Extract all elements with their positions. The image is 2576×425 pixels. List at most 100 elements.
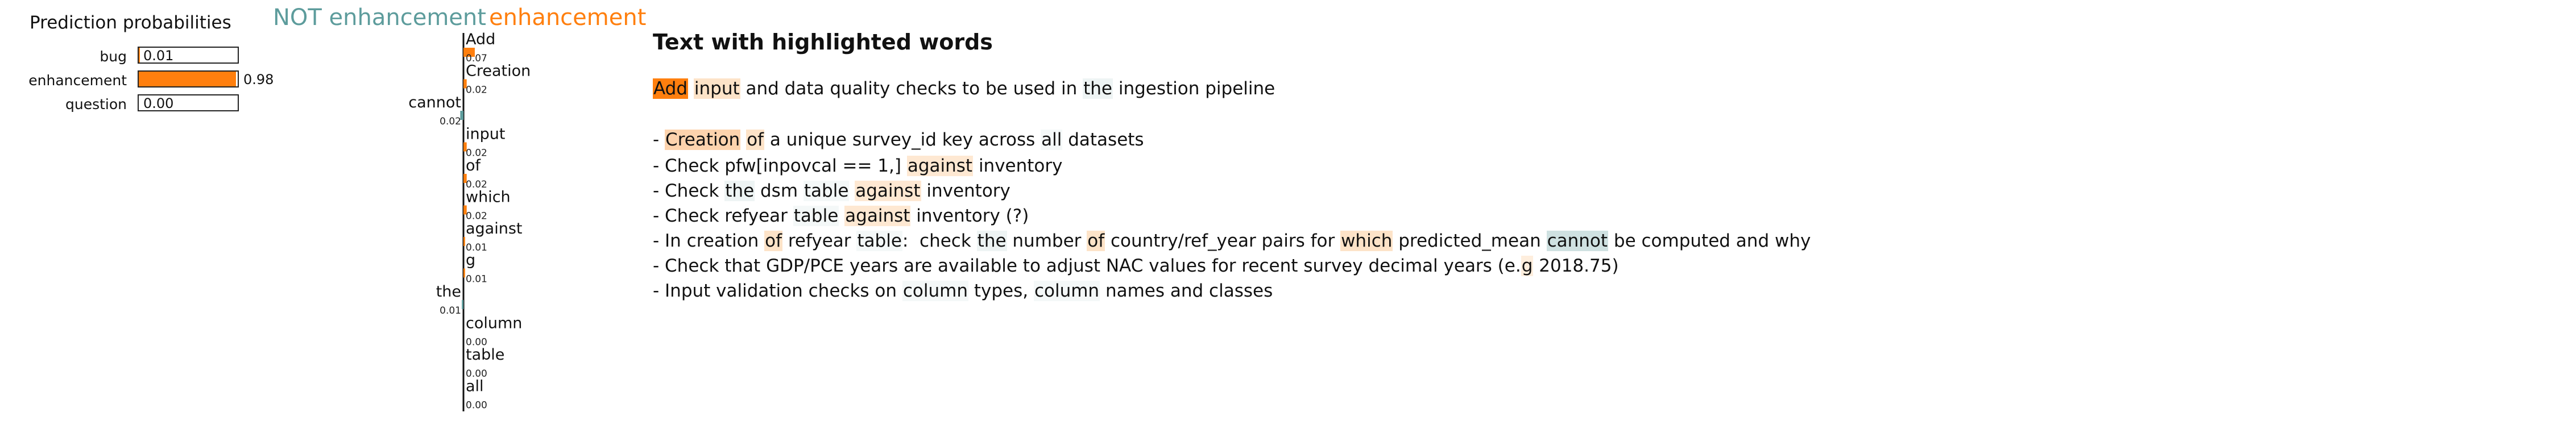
text-segment: number <box>1007 231 1087 251</box>
highlighted-word: the <box>976 231 1007 251</box>
feature-weight-bar <box>463 48 475 57</box>
feature-weight-bar <box>463 268 465 278</box>
prob-row-question: question 0.00 <box>0 94 273 114</box>
prob-value: 0.01 <box>143 48 174 64</box>
highlighted-word: table <box>803 181 850 201</box>
feature-label: Creation <box>466 63 531 80</box>
prob-label: bug <box>100 48 127 65</box>
feature-value-label: 0.02 <box>466 179 487 190</box>
text-line: - In creation of refyear table: check th… <box>653 231 1811 251</box>
highlighted-word: against <box>855 181 921 201</box>
feature-label: g <box>466 252 475 269</box>
feature-label: Add <box>466 31 495 48</box>
prob-bar <box>139 72 236 86</box>
text-line: - Creation of a unique survey_id key acr… <box>653 130 1144 150</box>
text-line: Add input and data quality checks to be … <box>653 78 1275 99</box>
feature-weight-bar <box>463 79 467 89</box>
text-segment: dsm <box>755 181 804 201</box>
feature-label: input <box>466 126 505 143</box>
text-segment: and data quality checks to be used in <box>740 78 1083 99</box>
text-segment: be computed and why <box>1608 231 1811 251</box>
legend-positive-class: enhancement <box>489 5 647 31</box>
highlighted-word: cannot <box>1546 231 1609 251</box>
feature-value-label: 0.01 <box>466 242 487 253</box>
prob-bar-frame <box>138 47 239 64</box>
text-segment: country/ref_year pairs for <box>1105 231 1341 251</box>
highlighted-word: column <box>1033 281 1100 301</box>
feature-weight-bar <box>463 174 467 183</box>
feature-value-label: 0.02 <box>440 116 461 127</box>
text-segment: 2018.75) <box>1533 256 1619 276</box>
feature-weight-bar <box>460 111 463 120</box>
feature-label: cannot <box>408 94 461 111</box>
text-line: - Check that GDP/PCE years are available… <box>653 256 1619 276</box>
text-segment: datasets <box>1062 130 1144 150</box>
prob-bar-frame <box>138 94 239 111</box>
text-segment: names and classes <box>1100 281 1273 301</box>
text-segment: - Check <box>653 181 725 201</box>
highlighted-word: Creation <box>665 130 741 150</box>
feature-label: the <box>436 283 461 301</box>
text-segment: - Input validation checks on <box>653 281 902 301</box>
highlighted-word: against <box>844 206 911 226</box>
highlighted-word: table <box>856 231 902 251</box>
text-segment <box>688 78 694 99</box>
text-segment: a unique survey_id key across <box>764 130 1041 150</box>
text-line: - Check refyear table against inventory … <box>653 206 1029 226</box>
highlighted-word: the <box>724 181 755 201</box>
highlighted-word: g <box>1521 256 1534 276</box>
prediction-probabilities-panel: Prediction probabilities bug 0.01 enhanc… <box>0 0 274 425</box>
feature-label: table <box>466 346 504 364</box>
prob-label: enhancement <box>28 72 127 89</box>
highlighted-word: the <box>1083 78 1113 99</box>
highlighted-word: Add <box>653 78 689 99</box>
prob-value: 0.00 <box>143 95 174 111</box>
prob-bar-frame <box>138 70 239 88</box>
text-segment: inventory (?) <box>910 206 1029 226</box>
feature-value-label: 0.01 <box>440 305 461 316</box>
highlighted-word: of <box>764 231 782 251</box>
highlighted-word: which <box>1340 231 1393 251</box>
text-line: - Check the dsm table against inventory <box>653 181 1010 201</box>
highlighted-word: of <box>746 130 764 150</box>
feature-value-label: 0.07 <box>466 53 487 64</box>
text-segment: ingestion pipeline <box>1113 78 1275 99</box>
feature-label: which <box>466 189 511 206</box>
text-segment: - Check refyear <box>653 206 793 226</box>
text-line: - Check pfw[inpovcal == 1,] against inve… <box>653 156 1063 176</box>
feature-value-label: 0.01 <box>466 274 487 285</box>
text-segment: inventory <box>921 181 1010 201</box>
text-segment: - <box>653 130 665 150</box>
text-segment: predicted_mean <box>1393 231 1547 251</box>
highlighted-text-panel: Text with highlighted words Add input an… <box>653 0 2563 425</box>
feature-weight-bar <box>463 237 465 246</box>
highlighted-word: table <box>793 206 839 226</box>
feature-label: column <box>466 315 522 332</box>
text-segment: - Check pfw[inpovcal == 1,] <box>653 156 907 176</box>
highlighted-word: input <box>693 78 740 99</box>
prob-row-enhancement: enhancement 0.98 <box>0 70 274 90</box>
feature-value-label: 0.02 <box>466 85 487 96</box>
legend-negative-class: NOT enhancement <box>273 5 486 31</box>
text-segment: - Check that GDP/PCE years are available… <box>653 256 1521 276</box>
feature-weight-bar <box>463 142 467 152</box>
highlighted-word: all <box>1041 130 1063 150</box>
feature-weight-bar <box>463 205 467 215</box>
text-segment <box>849 181 855 201</box>
text-segment <box>839 206 844 226</box>
text-segment: : check <box>902 231 977 251</box>
highlighted-word: column <box>902 281 968 301</box>
feature-weights-chart: Add0.07Creation0.02cannot0.02input0.02of… <box>408 31 531 411</box>
probabilities-title: Prediction probabilities <box>30 13 231 33</box>
feature-value-label: 0.00 <box>466 400 487 411</box>
feature-value-label: 0.02 <box>466 148 487 159</box>
highlighted-word: of <box>1087 231 1105 251</box>
prob-bar <box>139 48 140 63</box>
prob-value: 0.98 <box>243 72 274 88</box>
text-segment: - In creation <box>653 231 765 251</box>
feature-weights-panel: NOT enhancement enhancement Add 0.07 Creat… <box>273 0 660 425</box>
text-segment: inventory <box>973 156 1063 176</box>
text-segment: types, <box>968 281 1034 301</box>
text-line: - Input validation checks on column type… <box>653 281 1273 301</box>
feature-value-label: 0.02 <box>466 211 487 222</box>
